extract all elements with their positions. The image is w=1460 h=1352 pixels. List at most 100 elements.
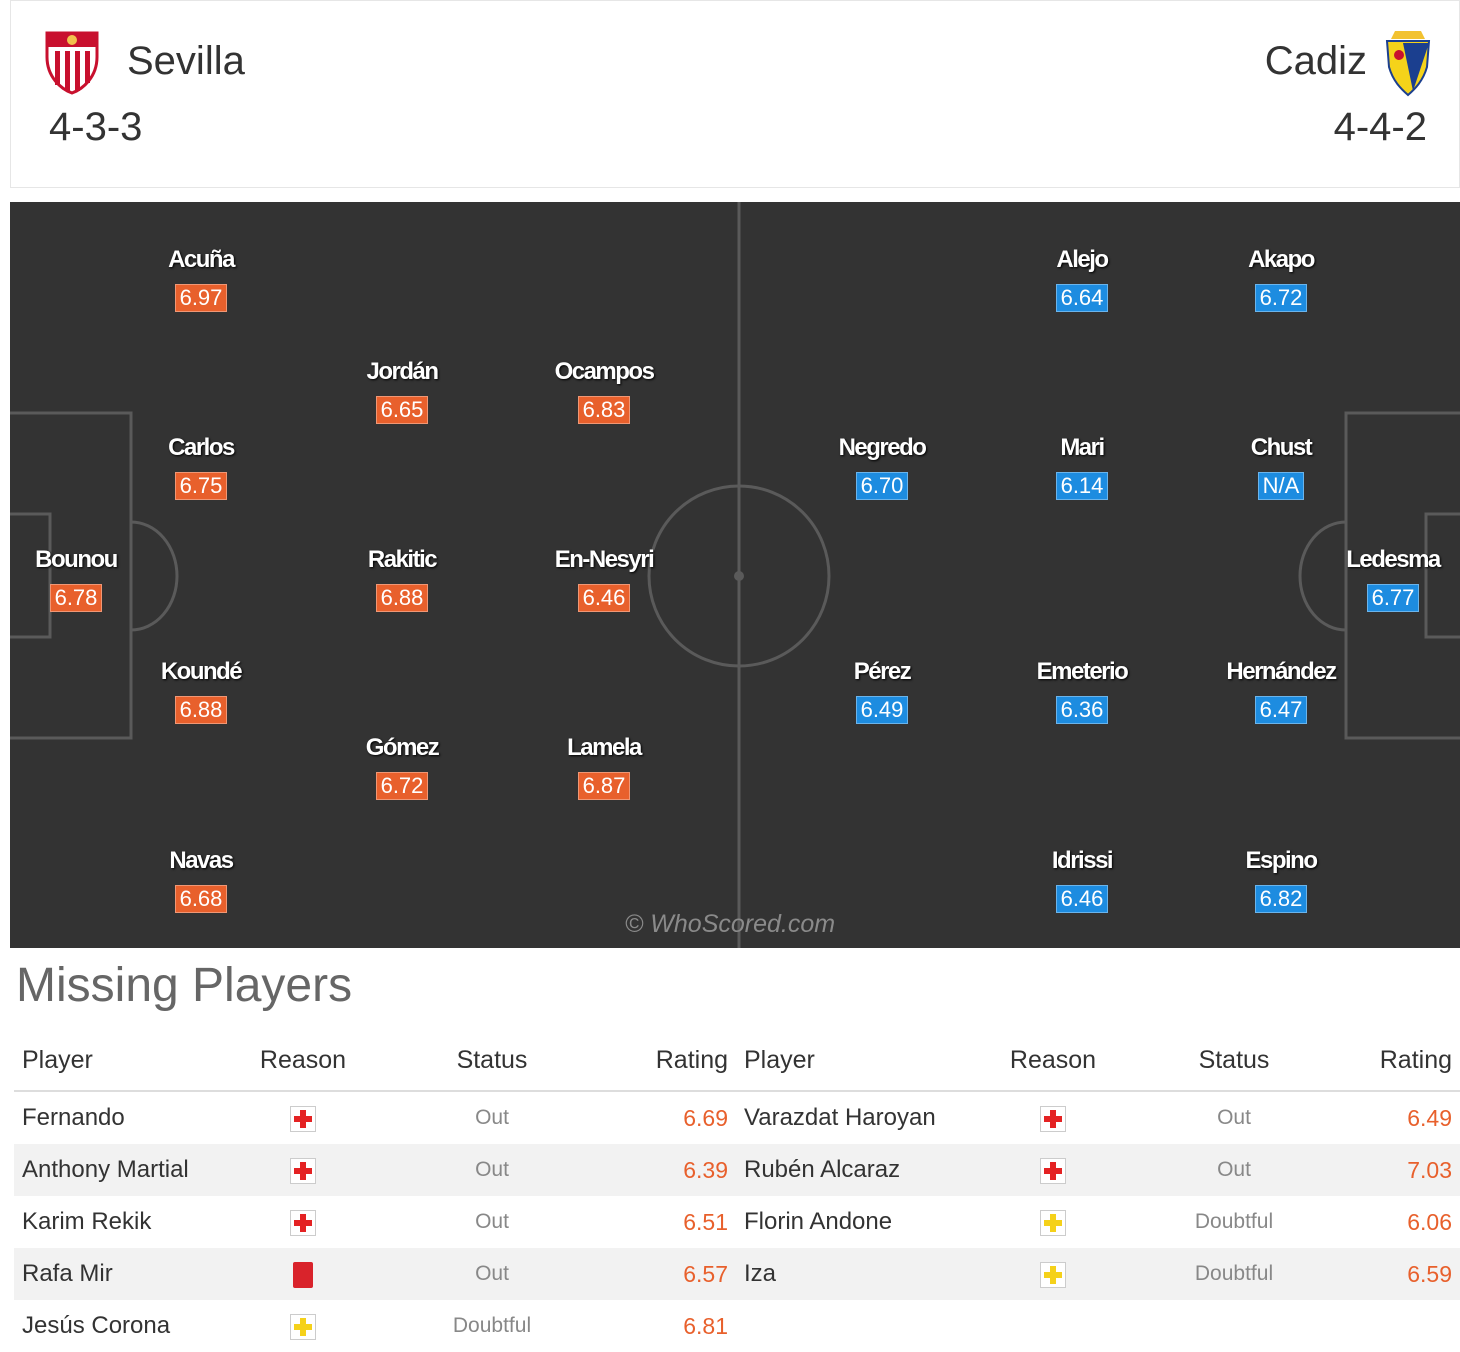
table-row: Rubén Alcaraz Out 7.03 — [736, 1144, 1460, 1196]
player-rating: 6.88 — [375, 584, 429, 612]
home-player[interactable]: Jordán 6.65 — [322, 358, 482, 424]
away-player[interactable]: Chust N/A — [1201, 434, 1361, 500]
away-player[interactable]: Espino 6.82 — [1201, 847, 1361, 913]
player-rating: 6.77 — [1366, 584, 1420, 612]
home-player[interactable]: Carlos 6.75 — [121, 434, 281, 500]
watermark: © WhoScored.com — [624, 910, 836, 938]
column-header-status[interactable]: Status — [366, 1030, 618, 1092]
player-name: Carlos — [168, 434, 235, 461]
home-player[interactable]: Bounou 6.78 — [10, 546, 156, 612]
home-team-name[interactable]: Sevilla — [127, 39, 245, 83]
player-name: Emeterio — [1036, 658, 1129, 685]
column-header-reason[interactable]: Reason — [968, 1030, 1138, 1092]
player-rating: N/A — [1257, 472, 1305, 500]
status-cell: Out — [475, 1210, 509, 1233]
injury-icon — [1040, 1105, 1066, 1132]
home-missing-table: Player Reason Status Rating Fernando Out… — [14, 1030, 736, 1352]
player-rating: 6.65 — [375, 396, 429, 424]
rating-cell: 6.69 — [683, 1104, 728, 1131]
status-cell: Out — [475, 1106, 509, 1129]
player-name-cell[interactable]: Anthony Martial — [14, 1144, 240, 1196]
away-player[interactable]: Emeterio 6.36 — [1002, 658, 1162, 724]
player-name: Bounou — [35, 546, 118, 573]
player-rating: 6.14 — [1055, 472, 1109, 500]
player-rating: 6.72 — [1254, 284, 1308, 312]
away-missing-table: Player Reason Status Rating Varazdat Har… — [736, 1030, 1460, 1300]
player-rating: 6.78 — [49, 584, 103, 612]
player-name: Jordán — [366, 358, 439, 385]
player-name: Akapo — [1248, 246, 1315, 273]
status-cell: Out — [1217, 1106, 1251, 1129]
away-player[interactable]: Mari 6.14 — [1002, 434, 1162, 500]
column-header-rating[interactable]: Rating — [1330, 1030, 1460, 1092]
player-name-cell[interactable]: Fernando — [22, 1104, 125, 1131]
table-header-row: Player Reason Status Rating — [14, 1030, 736, 1092]
table-row: Varazdat Haroyan Out 6.49 — [736, 1091, 1460, 1144]
player-name: Ledesma — [1346, 546, 1441, 573]
player-name-cell[interactable]: Rafa Mir — [14, 1248, 240, 1300]
away-player[interactable]: Idrissi 6.46 — [1002, 847, 1162, 913]
player-rating: 6.70 — [855, 472, 909, 500]
player-rating: 6.75 — [174, 472, 228, 500]
away-player[interactable]: Alejo 6.64 — [1002, 246, 1162, 312]
status-cell: Doubtful — [1194, 1210, 1274, 1233]
player-rating: 6.47 — [1254, 696, 1308, 724]
player-name: Pérez — [853, 658, 912, 685]
player-rating: 6.82 — [1254, 885, 1308, 913]
cadiz-crest-icon — [1385, 31, 1431, 97]
player-name: Acuña — [168, 246, 235, 273]
rating-cell: 6.81 — [683, 1312, 728, 1339]
home-player[interactable]: Rakitic 6.88 — [322, 546, 482, 612]
away-player[interactable]: Hernández 6.47 — [1201, 658, 1361, 724]
player-name-cell[interactable]: Karim Rekik — [22, 1208, 152, 1235]
column-header-player[interactable]: Player — [14, 1030, 240, 1092]
away-player[interactable]: Pérez 6.49 — [802, 658, 962, 724]
home-player[interactable]: Acuña 6.97 — [121, 246, 281, 312]
player-name-cell[interactable]: Rubén Alcaraz — [736, 1144, 968, 1196]
column-header-status[interactable]: Status — [1138, 1030, 1330, 1092]
player-name: Lamela — [567, 734, 642, 761]
away-player[interactable]: Ledesma 6.77 — [1313, 546, 1460, 612]
table-row: Rafa Mir Out 6.57 — [14, 1248, 736, 1300]
table-row: Florin Andone Doubtful 6.06 — [736, 1196, 1460, 1248]
column-header-reason[interactable]: Reason — [240, 1030, 366, 1092]
away-team-name[interactable]: Cadiz — [1264, 39, 1367, 83]
rating-cell: 6.51 — [683, 1208, 728, 1235]
player-rating: 6.49 — [855, 696, 909, 724]
away-player[interactable]: Negredo 6.70 — [802, 434, 962, 500]
home-player[interactable]: Koundé 6.88 — [121, 658, 281, 724]
player-name: Navas — [169, 847, 234, 874]
player-name: En-Nesyri — [554, 546, 655, 573]
player-rating: 6.68 — [174, 885, 228, 913]
player-name: Chust — [1250, 434, 1313, 461]
home-player[interactable]: Navas 6.68 — [121, 847, 281, 913]
player-name: Hernández — [1226, 658, 1337, 685]
rating-cell: 6.59 — [1330, 1248, 1460, 1300]
player-rating: 6.83 — [577, 396, 631, 424]
table-row: Anthony Martial Out 6.39 — [14, 1144, 736, 1196]
player-name: Alejo — [1056, 246, 1109, 273]
injury-icon — [290, 1209, 316, 1236]
red-card-icon — [293, 1261, 313, 1288]
player-rating: 6.87 — [577, 772, 631, 800]
home-formation: 4-3-3 — [49, 105, 143, 149]
home-player[interactable]: Lamela 6.87 — [524, 734, 684, 800]
home-player[interactable]: En-Nesyri 6.46 — [524, 546, 684, 612]
rating-cell: 6.39 — [618, 1144, 736, 1196]
column-header-rating[interactable]: Rating — [618, 1030, 736, 1092]
home-player[interactable]: Ocampos 6.83 — [524, 358, 684, 424]
player-name-cell[interactable]: Jesús Corona — [22, 1312, 171, 1339]
player-name: Mari — [1060, 434, 1105, 461]
away-player[interactable]: Akapo 6.72 — [1201, 246, 1361, 312]
table-row: Jesús Corona Doubtful 6.81 — [14, 1300, 736, 1352]
home-player[interactable]: Gómez 6.72 — [322, 734, 482, 800]
injury-icon — [290, 1105, 316, 1132]
player-name: Koundé — [160, 658, 243, 685]
player-name-cell[interactable]: Iza — [736, 1248, 968, 1300]
status-cell: Doubtful — [452, 1314, 532, 1337]
doubtful-icon — [290, 1313, 316, 1340]
player-name-cell[interactable]: Florin Andone — [744, 1208, 893, 1235]
column-header-player[interactable]: Player — [736, 1030, 968, 1092]
injury-icon — [1040, 1157, 1066, 1184]
player-name-cell[interactable]: Varazdat Haroyan — [744, 1104, 936, 1131]
